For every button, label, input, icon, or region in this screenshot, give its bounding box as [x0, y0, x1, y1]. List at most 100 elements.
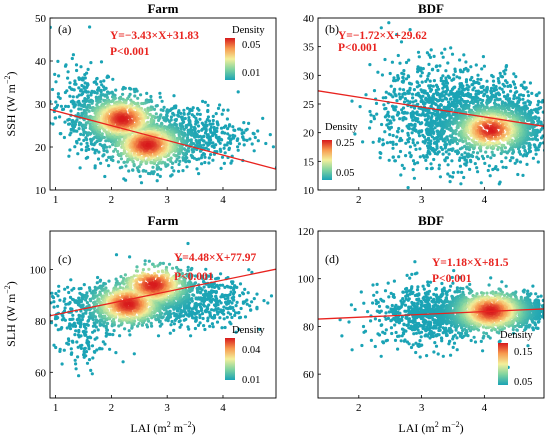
data-point	[207, 161, 211, 165]
data-point	[544, 106, 547, 109]
data-point	[68, 327, 73, 331]
p-value: P<0.001	[338, 42, 378, 54]
data-point	[479, 121, 483, 125]
data-point	[122, 160, 126, 164]
data-point	[508, 159, 512, 163]
data-point	[188, 109, 192, 113]
data-point	[237, 142, 241, 146]
data-point	[80, 343, 84, 347]
y-tick-label: 10	[35, 185, 47, 197]
data-point	[532, 143, 536, 147]
data-point	[431, 146, 435, 151]
data-point	[129, 87, 133, 91]
data-point	[50, 25, 52, 29]
data-point	[182, 112, 186, 116]
data-point	[64, 104, 68, 108]
data-point	[56, 294, 60, 298]
data-point	[268, 133, 272, 137]
data-point	[149, 94, 153, 99]
data-point	[534, 93, 538, 97]
data-point	[228, 134, 232, 138]
data-point	[237, 127, 241, 131]
data-point	[266, 301, 270, 305]
data-point	[84, 330, 88, 334]
data-point	[476, 170, 480, 174]
data-point	[210, 322, 214, 326]
data-point	[204, 267, 208, 271]
data-point	[476, 100, 480, 105]
data-point	[407, 58, 411, 62]
data-point	[89, 368, 93, 372]
data-point	[462, 175, 466, 180]
data-point	[466, 88, 470, 92]
data-point	[496, 168, 500, 172]
data-point	[414, 129, 418, 133]
data-point	[491, 153, 495, 157]
data-point	[232, 128, 236, 132]
data-point	[544, 154, 547, 157]
fit-line	[50, 108, 276, 170]
data-point	[411, 168, 415, 172]
data-point	[119, 157, 123, 161]
data-point	[187, 116, 191, 120]
data-point	[513, 91, 517, 95]
data-point	[95, 336, 99, 340]
data-point	[251, 131, 255, 135]
data-point	[186, 241, 190, 246]
data-point	[503, 72, 507, 76]
data-point	[409, 154, 413, 158]
data-point	[463, 162, 467, 166]
data-point	[216, 123, 220, 127]
data-point	[518, 160, 523, 164]
data-point	[436, 110, 440, 115]
data-point	[71, 95, 75, 99]
data-point	[52, 305, 56, 309]
data-point	[73, 333, 77, 337]
data-point	[50, 301, 53, 305]
data-point	[449, 134, 454, 138]
data-point	[120, 165, 124, 169]
data-point	[465, 142, 469, 146]
data-point	[438, 175, 442, 179]
data-point	[62, 299, 66, 303]
data-point	[174, 118, 178, 123]
data-point	[414, 147, 418, 151]
data-point	[102, 88, 106, 92]
data-point	[429, 89, 433, 93]
data-point	[181, 133, 185, 137]
data-point	[271, 145, 275, 149]
data-point	[413, 162, 417, 166]
data-point	[498, 180, 502, 184]
data-point	[199, 305, 203, 309]
data-point	[353, 132, 357, 136]
data-point	[185, 136, 189, 140]
data-point	[500, 107, 505, 111]
data-point	[212, 285, 217, 289]
data-point	[81, 111, 85, 115]
data-point	[177, 151, 181, 155]
data-point	[208, 122, 212, 126]
data-point	[51, 122, 55, 126]
data-point	[501, 165, 505, 169]
data-point	[486, 154, 490, 159]
data-point	[391, 133, 395, 138]
data-point	[497, 103, 501, 107]
data-point	[97, 88, 101, 92]
data-point	[58, 347, 62, 351]
data-point	[457, 158, 462, 162]
data-point	[523, 148, 527, 152]
data-point	[458, 156, 462, 160]
data-point	[206, 316, 210, 320]
data-point	[542, 148, 544, 152]
data-point	[57, 74, 61, 78]
data-point	[470, 83, 474, 87]
data-point	[527, 150, 532, 154]
data-point	[528, 81, 533, 85]
data-point	[158, 95, 162, 99]
data-point	[133, 90, 137, 94]
data-point	[441, 55, 445, 59]
data-point	[95, 148, 99, 152]
data-point	[89, 93, 93, 97]
data-point	[73, 324, 77, 328]
data-point	[59, 132, 63, 136]
